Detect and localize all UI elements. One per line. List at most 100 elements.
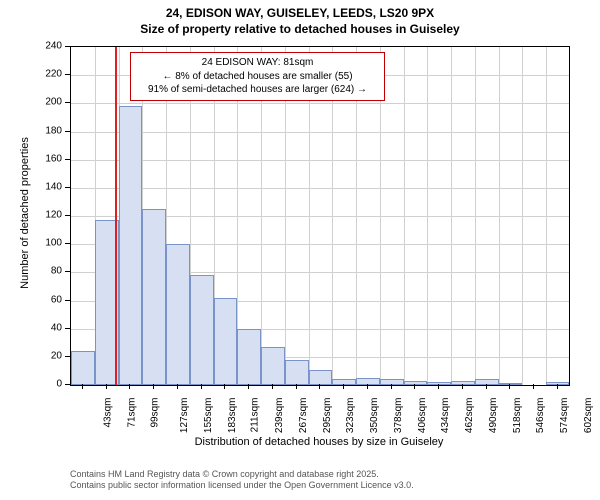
x-tick-label: 183sqm	[227, 398, 238, 434]
x-tick-label: 546sqm	[536, 398, 547, 434]
x-tick-mark	[509, 384, 510, 389]
y-tick-mark	[65, 74, 70, 75]
gridline-v	[451, 47, 452, 385]
histogram-bar	[332, 379, 356, 385]
y-tick-mark	[65, 215, 70, 216]
x-tick-mark	[367, 384, 368, 389]
x-tick-label: 378sqm	[393, 398, 404, 434]
y-tick-label: 40	[30, 322, 62, 333]
histogram-bar	[285, 360, 309, 385]
x-tick-label: 155sqm	[203, 398, 214, 434]
x-tick-mark	[106, 384, 107, 389]
gridline-h	[71, 103, 569, 104]
gridline-h	[71, 188, 569, 189]
gridline-v	[404, 47, 405, 385]
gridline-h	[71, 160, 569, 161]
histogram-bar	[499, 383, 523, 385]
y-tick-mark	[65, 187, 70, 188]
x-tick-label: 462sqm	[464, 398, 475, 434]
histogram-bar	[356, 378, 380, 385]
y-tick-label: 140	[30, 181, 62, 192]
y-axis-label: Number of detached properties	[19, 43, 31, 383]
x-tick-mark	[272, 384, 273, 389]
x-tick-mark	[201, 384, 202, 389]
y-tick-label: 0	[30, 379, 62, 390]
y-tick-label: 60	[30, 294, 62, 305]
x-tick-mark	[129, 384, 130, 389]
y-tick-label: 220	[30, 69, 62, 80]
x-tick-mark	[248, 384, 249, 389]
x-tick-label: 295sqm	[322, 398, 333, 434]
y-tick-mark	[65, 328, 70, 329]
x-tick-mark	[82, 384, 83, 389]
gridline-v	[546, 47, 547, 385]
x-tick-mark	[438, 384, 439, 389]
annotation-line1: 24 EDISON WAY: 81sqm	[202, 57, 314, 68]
x-tick-label: 71sqm	[126, 398, 137, 428]
histogram-bar	[451, 381, 475, 385]
y-tick-label: 180	[30, 125, 62, 136]
histogram-bar	[237, 329, 261, 385]
annotation-line3: 91% of semi-detached houses are larger (…	[148, 84, 367, 95]
histogram-bar	[475, 379, 499, 385]
histogram-bar	[261, 347, 285, 385]
footer-line2: Contains public sector information licen…	[70, 480, 414, 490]
gridline-v	[522, 47, 523, 385]
y-tick-mark	[65, 271, 70, 272]
y-tick-label: 160	[30, 153, 62, 164]
x-tick-mark	[391, 384, 392, 389]
x-tick-label: 211sqm	[250, 398, 261, 433]
x-axis-label: Distribution of detached houses by size …	[70, 436, 568, 448]
histogram-bar	[309, 370, 333, 385]
y-tick-mark	[65, 243, 70, 244]
histogram-bar	[142, 209, 166, 385]
x-tick-mark	[153, 384, 154, 389]
gridline-v	[499, 47, 500, 385]
y-tick-label: 200	[30, 97, 62, 108]
gridline-v	[475, 47, 476, 385]
histogram-bar	[404, 381, 428, 385]
x-tick-mark	[462, 384, 463, 389]
title-line2: Size of property relative to detached ho…	[140, 22, 459, 36]
x-tick-mark	[557, 384, 558, 389]
annotation-line2: ← 8% of detached houses are smaller (55)	[162, 71, 352, 82]
x-tick-label: 350sqm	[369, 398, 380, 434]
title-line1: 24, EDISON WAY, GUISELEY, LEEDS, LS20 9P…	[166, 6, 434, 20]
x-tick-label: 323sqm	[346, 398, 357, 434]
histogram-bar	[119, 106, 143, 385]
y-tick-label: 100	[30, 238, 62, 249]
y-tick-mark	[65, 131, 70, 132]
x-tick-mark	[343, 384, 344, 389]
histogram-bar	[190, 275, 214, 385]
x-tick-mark	[319, 384, 320, 389]
x-tick-label: 602sqm	[583, 398, 594, 434]
annotation-box: 24 EDISON WAY: 81sqm ← 8% of detached hou…	[130, 52, 385, 101]
y-tick-mark	[65, 300, 70, 301]
y-tick-label: 240	[30, 41, 62, 52]
x-tick-mark	[177, 384, 178, 389]
attribution-footer: Contains HM Land Registry data © Crown c…	[70, 469, 414, 492]
gridline-h	[71, 132, 569, 133]
y-tick-mark	[65, 384, 70, 385]
histogram-bar	[427, 382, 451, 385]
chart-title: 24, EDISON WAY, GUISELEY, LEEDS, LS20 9P…	[0, 6, 600, 37]
y-tick-label: 20	[30, 350, 62, 361]
y-tick-mark	[65, 356, 70, 357]
y-tick-label: 120	[30, 210, 62, 221]
x-tick-label: 43sqm	[102, 398, 113, 428]
x-tick-label: 127sqm	[179, 398, 190, 434]
histogram-bar	[166, 244, 190, 385]
y-tick-label: 80	[30, 266, 62, 277]
x-tick-label: 490sqm	[488, 398, 499, 434]
footer-line1: Contains HM Land Registry data © Crown c…	[70, 469, 379, 479]
histogram-bar	[214, 298, 238, 385]
x-tick-mark	[224, 384, 225, 389]
y-tick-mark	[65, 46, 70, 47]
marker-line	[115, 47, 117, 385]
x-tick-label: 99sqm	[150, 398, 161, 428]
x-tick-label: 574sqm	[559, 398, 570, 434]
x-tick-mark	[296, 384, 297, 389]
x-tick-label: 267sqm	[298, 398, 309, 434]
y-tick-mark	[65, 159, 70, 160]
gridline-v	[427, 47, 428, 385]
